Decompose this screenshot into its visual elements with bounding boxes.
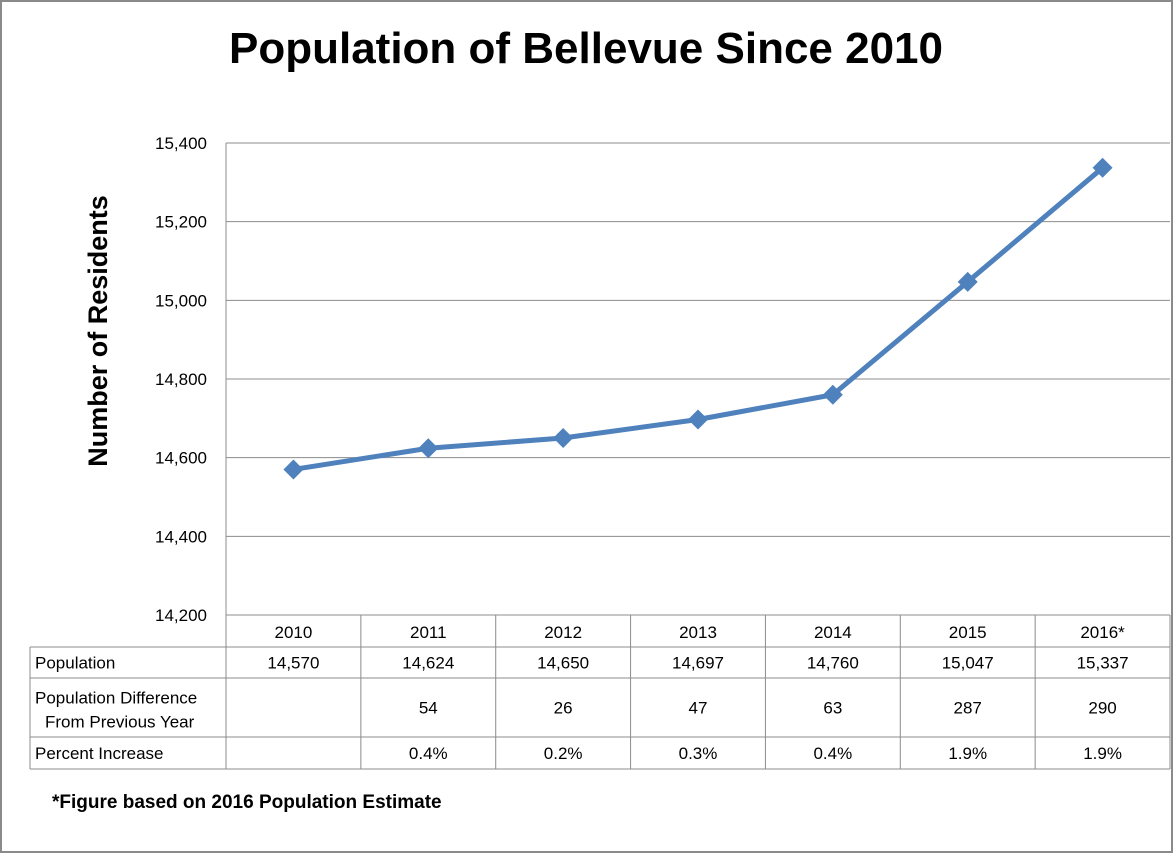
- data-point-marker: [822, 384, 843, 405]
- table-cell: 54: [419, 699, 438, 718]
- x-tick-label: 2012: [544, 623, 582, 642]
- y-tick-label: 15,200: [155, 213, 207, 232]
- x-tick-label: 2010: [275, 623, 313, 642]
- x-tick-label: 2015: [949, 623, 987, 642]
- table-cell: 14,760: [807, 654, 859, 673]
- table-cell: 14,570: [267, 654, 319, 673]
- table-cell: 0.2%: [544, 744, 583, 763]
- y-axis-label: Number of Residents: [83, 195, 113, 467]
- x-tick-label: 2013: [679, 623, 717, 642]
- table-cell: 63: [823, 699, 842, 718]
- x-tick-label: 2016*: [1080, 623, 1125, 642]
- table-row-label: Percent Increase: [35, 744, 164, 763]
- table-row-label: Population Difference: [35, 689, 197, 708]
- table-cell: 14,650: [537, 654, 589, 673]
- table-cell: 15,337: [1077, 654, 1129, 673]
- data-point-marker: [418, 438, 439, 459]
- chart-title: Population of Bellevue Since 2010: [229, 24, 943, 73]
- data-point-marker: [688, 409, 708, 430]
- data-point-marker: [1092, 157, 1113, 178]
- table-cell: 26: [554, 699, 573, 718]
- x-tick-label: 2014: [814, 623, 852, 642]
- y-tick-label: 15,000: [155, 291, 207, 310]
- table-cell: 1.9%: [948, 744, 987, 763]
- table-cell: 0.4%: [813, 744, 852, 763]
- table-cell: 14,697: [672, 654, 724, 673]
- table-cell: 290: [1088, 699, 1116, 718]
- y-tick-label: 15,400: [155, 134, 207, 153]
- table-cell: 287: [954, 699, 982, 718]
- table-cell: 15,047: [942, 654, 994, 673]
- y-tick-label: 14,400: [155, 527, 207, 546]
- x-tick-label: 2011: [410, 623, 447, 642]
- table-row-label: From Previous Year: [45, 713, 195, 732]
- table-cell: 14,624: [402, 654, 454, 673]
- table-row-label: Population: [35, 654, 115, 673]
- table-cell: 0.3%: [679, 744, 718, 763]
- table-cell: 0.4%: [409, 744, 448, 763]
- data-point-marker: [283, 459, 304, 480]
- y-tick-label: 14,200: [155, 606, 207, 625]
- footnote: *Figure based on 2016 Population Estimat…: [52, 792, 442, 813]
- y-tick-label: 14,800: [155, 370, 207, 389]
- table-cell: 1.9%: [1083, 744, 1122, 763]
- y-tick-label: 14,600: [155, 449, 207, 468]
- table-cell: 47: [689, 699, 708, 718]
- data-point-marker: [553, 428, 574, 448]
- data-point-marker: [957, 271, 978, 292]
